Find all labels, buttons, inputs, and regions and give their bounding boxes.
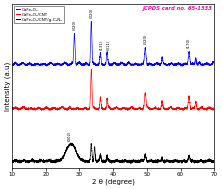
Text: JCPDS card no. 65-1333: JCPDS card no. 65-1333 xyxy=(143,6,212,11)
Text: (131): (131) xyxy=(99,40,103,50)
Text: (320): (320) xyxy=(72,19,76,30)
Text: (320): (320) xyxy=(89,8,93,18)
Text: (320): (320) xyxy=(143,34,147,44)
X-axis label: 2 θ (degree): 2 θ (degree) xyxy=(92,178,135,185)
Text: (311): (311) xyxy=(106,40,110,50)
Text: (002): (002) xyxy=(67,131,71,141)
Text: (170): (170) xyxy=(187,38,191,48)
Legend: CaFe₂O₄, CaFe₂O₄/CNT, CaFe₂O₄/CNT/g-C₃N₄: CaFe₂O₄, CaFe₂O₄/CNT, CaFe₂O₄/CNT/g-C₃N₄ xyxy=(14,6,64,23)
Y-axis label: Intensity (a.u): Intensity (a.u) xyxy=(4,61,11,111)
